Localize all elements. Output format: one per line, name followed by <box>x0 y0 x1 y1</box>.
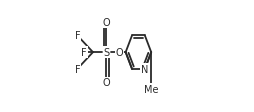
Text: O: O <box>115 48 123 58</box>
Text: F: F <box>74 64 80 74</box>
Text: F: F <box>81 48 87 58</box>
Text: S: S <box>103 48 109 58</box>
Text: O: O <box>103 78 110 87</box>
Text: Me: Me <box>144 84 158 94</box>
Text: F: F <box>74 31 80 41</box>
Text: N: N <box>141 64 149 74</box>
Text: O: O <box>103 18 110 28</box>
